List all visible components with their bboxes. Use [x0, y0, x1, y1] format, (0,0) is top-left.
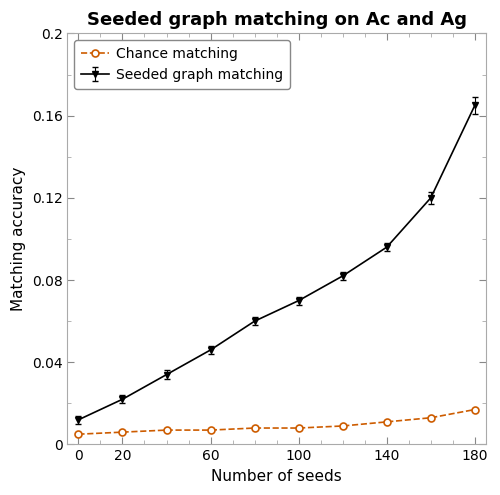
Chance matching [472, 406, 478, 412]
Chance matching [164, 427, 170, 433]
Title: Seeded graph matching on Ac and Ag: Seeded graph matching on Ac and Ag [86, 11, 466, 29]
X-axis label: Number of seeds: Number of seeds [211, 469, 342, 484]
Chance matching [384, 419, 390, 425]
Line: Chance matching: Chance matching [75, 406, 478, 438]
Chance matching [120, 429, 126, 435]
Legend: Chance matching, Seeded graph matching: Chance matching, Seeded graph matching [74, 41, 290, 89]
Chance matching [296, 425, 302, 431]
Y-axis label: Matching accuracy: Matching accuracy [11, 167, 26, 311]
Chance matching [208, 427, 214, 433]
Chance matching [76, 431, 82, 437]
Chance matching [252, 425, 258, 431]
Chance matching [340, 423, 345, 429]
Chance matching [428, 415, 434, 421]
